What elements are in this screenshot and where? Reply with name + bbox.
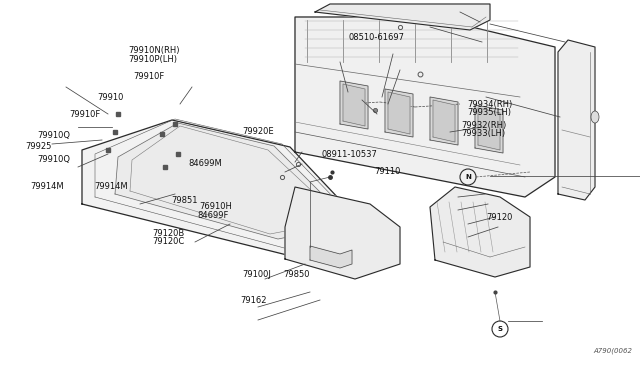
Text: 79120B: 79120B <box>152 229 184 238</box>
Text: 79910N(RH): 79910N(RH) <box>128 46 179 55</box>
Text: 79914M: 79914M <box>31 182 65 190</box>
Polygon shape <box>475 105 503 153</box>
Text: 79120C: 79120C <box>152 237 184 246</box>
Text: 76910H: 76910H <box>200 202 232 211</box>
Polygon shape <box>315 4 490 30</box>
Text: 79910Q: 79910Q <box>37 155 70 164</box>
Text: 79932(RH): 79932(RH) <box>461 121 506 130</box>
Text: 08911-10537: 08911-10537 <box>321 150 377 159</box>
Text: 79110: 79110 <box>374 167 401 176</box>
Polygon shape <box>82 120 375 257</box>
Polygon shape <box>430 187 530 277</box>
Polygon shape <box>388 92 410 134</box>
Polygon shape <box>558 40 595 200</box>
Polygon shape <box>343 84 365 126</box>
Polygon shape <box>295 17 555 197</box>
Text: 79120: 79120 <box>486 213 513 222</box>
Polygon shape <box>385 89 413 137</box>
Text: 79850: 79850 <box>283 270 309 279</box>
Text: 79920E: 79920E <box>242 127 273 136</box>
Ellipse shape <box>591 111 599 123</box>
Text: 79910F: 79910F <box>69 110 100 119</box>
Polygon shape <box>430 97 458 145</box>
Polygon shape <box>285 187 400 279</box>
Text: 79914M: 79914M <box>95 182 129 190</box>
Text: 08510-61697: 08510-61697 <box>349 33 405 42</box>
Polygon shape <box>310 246 352 268</box>
Text: 84699M: 84699M <box>189 159 223 168</box>
Text: 79162: 79162 <box>240 296 266 305</box>
Text: 79910P(LH): 79910P(LH) <box>128 55 177 64</box>
Text: 79935(LH): 79935(LH) <box>467 108 511 117</box>
Polygon shape <box>340 81 368 129</box>
Text: S: S <box>497 326 502 332</box>
Polygon shape <box>478 108 500 150</box>
Polygon shape <box>115 123 352 239</box>
Text: 84699F: 84699F <box>197 211 228 219</box>
Text: 79933(LH): 79933(LH) <box>461 129 505 138</box>
Polygon shape <box>433 100 455 142</box>
Text: 79925: 79925 <box>26 142 52 151</box>
Text: 79851: 79851 <box>172 196 198 205</box>
Text: 79100J: 79100J <box>242 270 271 279</box>
Text: 79910Q: 79910Q <box>37 131 70 140</box>
Text: 79910: 79910 <box>97 93 124 102</box>
Text: 79934(RH): 79934(RH) <box>467 100 513 109</box>
Text: 79910F: 79910F <box>133 72 164 81</box>
Text: A790(0062: A790(0062 <box>593 347 632 354</box>
Text: N: N <box>465 174 471 180</box>
